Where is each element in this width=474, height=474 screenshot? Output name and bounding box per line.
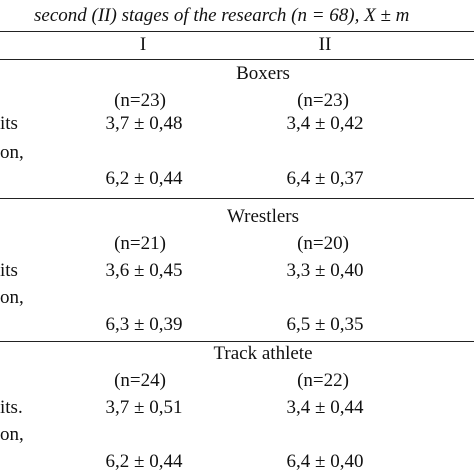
track-row2-ii: 6,4 ± 0,40 xyxy=(286,451,364,472)
boxers-n-i: (n=23) xyxy=(114,90,166,111)
boxers-row2-ii: 6,4 ± 0,37 xyxy=(286,168,364,189)
track-row1-ii: 3,4 ± 0,44 xyxy=(286,397,364,418)
boxers-row-label-1: its xyxy=(0,113,18,134)
wrestlers-row2-i: 6,3 ± 0,39 xyxy=(105,314,183,335)
top-rule xyxy=(0,31,474,32)
track-n-ii: (n=22) xyxy=(297,370,349,391)
boxers-row2-i: 6,2 ± 0,44 xyxy=(105,168,183,189)
wrestlers-row1-i: 3,6 ± 0,45 xyxy=(105,260,183,281)
boxers-row-label-2: on, xyxy=(0,142,24,163)
wrestlers-row2-ii: 6,5 ± 0,35 xyxy=(286,314,364,335)
table-caption: second (II) stages of the research (n = … xyxy=(34,5,410,26)
track-row-label-1: its. xyxy=(0,397,23,418)
group-title-boxers: Boxers xyxy=(236,63,290,84)
wrestlers-row-label-1: its xyxy=(0,260,18,281)
wrestlers-n-i: (n=21) xyxy=(114,233,166,254)
boxers-row1-i: 3,7 ± 0,48 xyxy=(105,113,183,134)
column-header-ii: II xyxy=(318,34,332,55)
header-rule xyxy=(0,59,474,60)
wrestlers-row1-ii: 3,3 ± 0,40 xyxy=(286,260,364,281)
track-row1-i: 3,7 ± 0,51 xyxy=(105,397,183,418)
boxers-row1-ii: 3,4 ± 0,42 xyxy=(286,113,364,134)
track-row-label-2: on, xyxy=(0,424,24,445)
group-title-wrestlers: Wrestlers xyxy=(226,206,300,227)
group-rule-1 xyxy=(0,198,474,199)
group-title-track-athlete: Track athlete xyxy=(213,343,313,364)
boxers-n-ii: (n=23) xyxy=(297,90,349,111)
column-header-i: I xyxy=(139,34,147,55)
track-n-i: (n=24) xyxy=(114,370,166,391)
track-row2-i: 6,2 ± 0,44 xyxy=(105,451,183,472)
wrestlers-n-ii: (n=20) xyxy=(297,233,349,254)
wrestlers-row-label-2: on, xyxy=(0,287,24,308)
group-rule-2 xyxy=(0,341,474,342)
